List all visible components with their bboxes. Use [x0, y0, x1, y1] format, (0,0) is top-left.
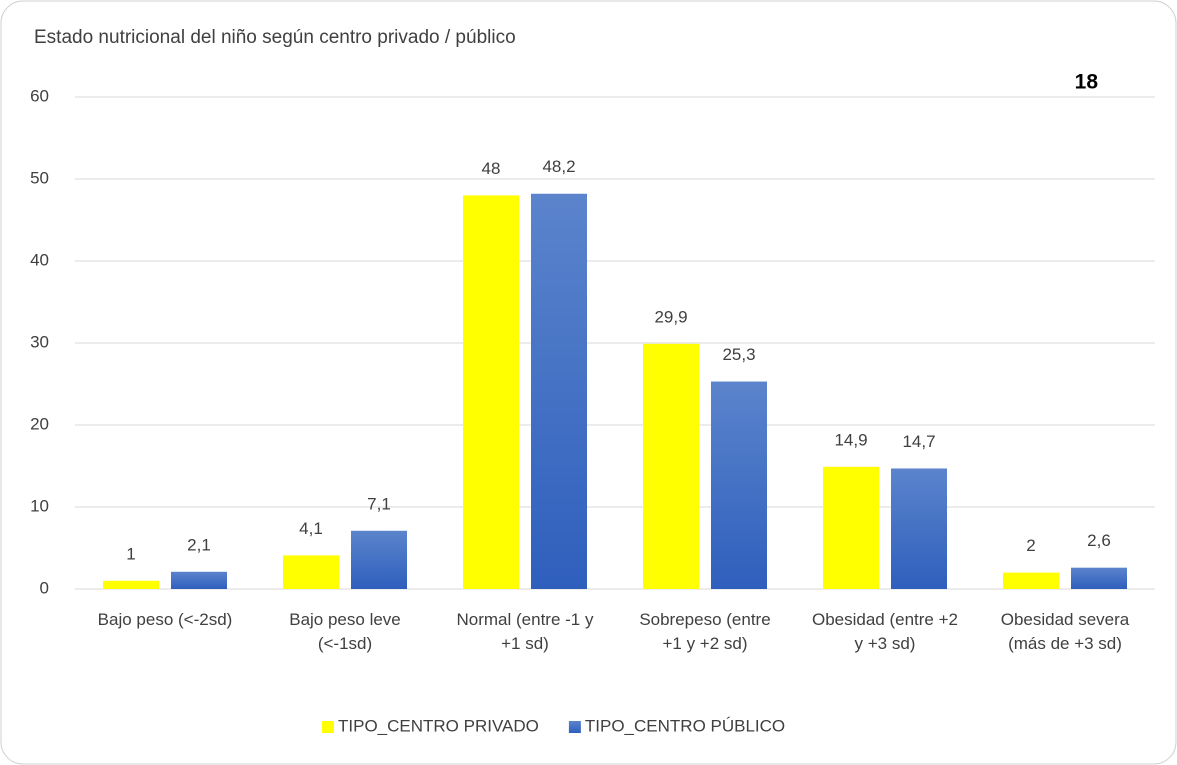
- legend-label: TIPO_CENTRO PRIVADO: [338, 716, 539, 735]
- bar: [103, 580, 159, 589]
- y-tick-label: 30: [30, 332, 49, 351]
- data-label: 2: [1026, 536, 1035, 555]
- bar: [171, 571, 227, 589]
- legend-swatch: [568, 721, 581, 733]
- chart-title: Estado nutricional del niño según centro…: [34, 27, 516, 48]
- bar: [823, 466, 879, 589]
- data-label: 1: [126, 544, 135, 563]
- data-label: 48,2: [542, 157, 575, 176]
- y-tick-label: 40: [30, 250, 49, 269]
- data-label: 29,9: [654, 307, 687, 326]
- data-label: 14,9: [834, 430, 867, 449]
- bar: [891, 468, 947, 589]
- x-tick-label: Normal (entre -1 y +1 sd): [457, 610, 594, 653]
- bar: [463, 195, 519, 589]
- bar: [283, 555, 339, 589]
- x-tick-label: Bajo peso leve (<-1sd): [289, 610, 401, 653]
- x-tick-label: Sobrepeso (entre +1 y +2 sd): [639, 610, 770, 653]
- legend-label: TIPO_CENTRO PÚBLICO: [585, 716, 785, 735]
- x-tick-label: Bajo peso (<-2sd): [98, 610, 233, 629]
- data-label: 4,1: [299, 519, 323, 538]
- y-tick-label: 20: [30, 414, 49, 433]
- data-label: 2,6: [1087, 531, 1111, 550]
- x-tick-label: Obesidad severa (más de +3 sd): [1001, 610, 1130, 653]
- annotation: 18: [1075, 71, 1099, 94]
- bar: [1071, 567, 1127, 589]
- data-label: 48: [482, 159, 501, 178]
- bar: [711, 381, 767, 589]
- y-tick-label: 0: [40, 578, 49, 597]
- y-tick-label: 50: [30, 168, 49, 187]
- data-label: 14,7: [902, 432, 935, 451]
- y-tick-label: 60: [30, 86, 49, 105]
- bar: [531, 193, 587, 589]
- data-label: 2,1: [187, 535, 211, 554]
- legend-swatch: [322, 721, 334, 733]
- bar: [1003, 572, 1059, 589]
- bar: [643, 343, 699, 589]
- data-label: 7,1: [367, 494, 391, 513]
- y-tick-label: 10: [30, 496, 49, 515]
- data-label: 25,3: [722, 345, 755, 364]
- x-tick-label: Obesidad (entre +2 y +3 sd): [812, 610, 958, 653]
- bar: [351, 530, 407, 589]
